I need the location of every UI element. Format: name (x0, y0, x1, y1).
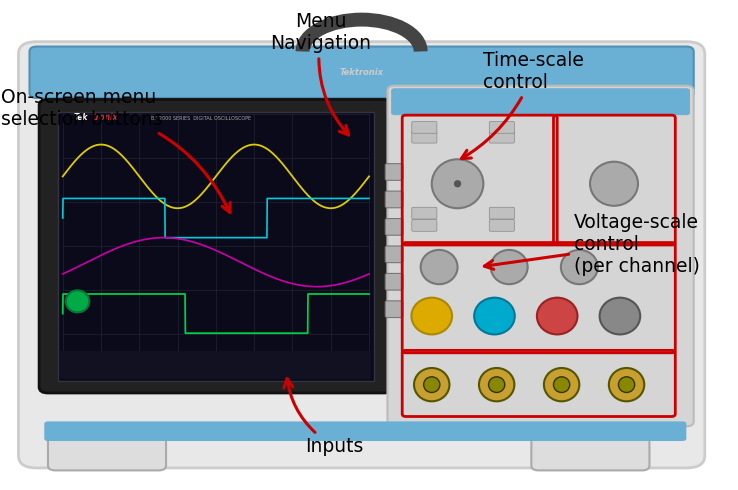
Ellipse shape (454, 180, 461, 187)
Text: Tektronix: Tektronix (339, 68, 384, 77)
Ellipse shape (421, 250, 458, 284)
FancyBboxPatch shape (412, 122, 437, 133)
FancyBboxPatch shape (489, 131, 514, 143)
Ellipse shape (554, 377, 570, 392)
FancyBboxPatch shape (385, 191, 403, 208)
Ellipse shape (432, 159, 483, 208)
Ellipse shape (479, 368, 514, 401)
FancyBboxPatch shape (385, 164, 403, 180)
Ellipse shape (489, 377, 505, 392)
FancyBboxPatch shape (412, 207, 437, 219)
Text: On-screen menu
selection buttons: On-screen menu selection buttons (1, 88, 230, 213)
Ellipse shape (491, 250, 528, 284)
FancyBboxPatch shape (412, 220, 437, 231)
Ellipse shape (537, 298, 577, 334)
Text: Inputs: Inputs (284, 379, 363, 456)
FancyBboxPatch shape (489, 122, 514, 133)
Text: Tek: Tek (74, 113, 89, 122)
Ellipse shape (561, 250, 598, 284)
Text: tronix: tronix (92, 113, 118, 122)
Ellipse shape (599, 298, 640, 334)
Ellipse shape (609, 368, 644, 401)
Ellipse shape (590, 162, 638, 206)
Text: TBS 2000 SERIES  DIGITAL OSCILLOSCOPE: TBS 2000 SERIES DIGITAL OSCILLOSCOPE (148, 116, 251, 121)
Ellipse shape (414, 368, 449, 401)
Ellipse shape (618, 377, 635, 392)
FancyBboxPatch shape (44, 421, 686, 441)
Ellipse shape (544, 368, 579, 401)
FancyBboxPatch shape (489, 207, 514, 219)
FancyBboxPatch shape (58, 112, 374, 381)
Text: Time-scale
control: Time-scale control (461, 51, 584, 159)
Ellipse shape (411, 298, 452, 334)
FancyBboxPatch shape (48, 434, 166, 470)
FancyBboxPatch shape (489, 220, 514, 231)
FancyBboxPatch shape (385, 219, 403, 235)
FancyBboxPatch shape (385, 246, 403, 263)
Ellipse shape (66, 290, 89, 313)
FancyBboxPatch shape (18, 42, 705, 468)
Ellipse shape (424, 377, 440, 392)
Text: Voltage-scale
control
(per channel): Voltage-scale control (per channel) (484, 213, 700, 276)
FancyBboxPatch shape (60, 351, 371, 379)
FancyBboxPatch shape (412, 131, 437, 143)
Text: Menu
Navigation: Menu Navigation (271, 12, 371, 135)
FancyBboxPatch shape (385, 273, 403, 290)
FancyBboxPatch shape (531, 434, 649, 470)
FancyBboxPatch shape (387, 86, 694, 426)
FancyBboxPatch shape (385, 301, 403, 318)
Ellipse shape (474, 298, 514, 334)
FancyBboxPatch shape (30, 47, 694, 98)
FancyBboxPatch shape (391, 88, 690, 115)
FancyBboxPatch shape (39, 99, 393, 393)
